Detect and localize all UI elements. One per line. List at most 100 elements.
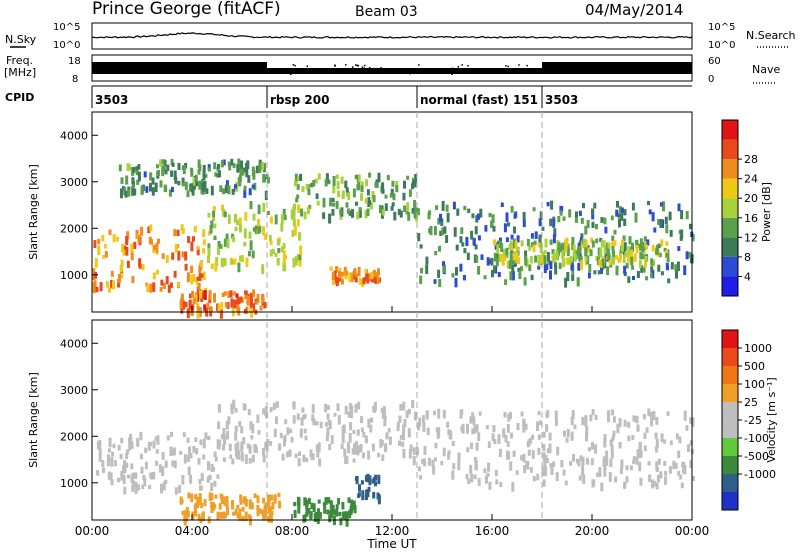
power-cells-cell xyxy=(559,210,563,216)
power-cells-cell xyxy=(500,253,504,259)
power-cells-cell xyxy=(622,235,626,242)
power-cells-cell xyxy=(325,173,329,183)
vel-cells-cell xyxy=(398,440,401,446)
vel-cells-cell xyxy=(213,504,217,509)
colorbar-tick-label: -500 xyxy=(744,450,769,463)
vel-cells-cell xyxy=(578,475,582,481)
power-cells-cell xyxy=(212,210,215,217)
power-cells-cell xyxy=(261,264,265,275)
vel-cells-cell xyxy=(367,450,371,460)
power-cells-cell xyxy=(471,213,475,219)
vel-cells-cell xyxy=(223,435,227,445)
power-cells-cell xyxy=(512,238,516,249)
power-cells-cell xyxy=(475,255,479,263)
vel-cells-cell xyxy=(194,494,198,500)
power-cells-cell xyxy=(670,262,674,270)
power-cells-cell xyxy=(445,204,449,212)
vel-cells-cell xyxy=(269,441,273,446)
vel-cells-cell xyxy=(447,453,450,460)
power-cells-cell xyxy=(538,235,542,243)
power-cells-cell xyxy=(147,226,151,234)
power-cells-cell xyxy=(123,245,127,251)
power-cells-cell xyxy=(402,193,406,201)
power-cells-cell xyxy=(322,197,326,208)
power-cells-cell xyxy=(227,214,231,224)
power-cells-cell xyxy=(225,233,229,242)
power-cells-cell xyxy=(665,241,669,246)
vel-cells-cell xyxy=(235,454,239,459)
colorbar-swatch-5 xyxy=(722,402,738,420)
power-cells-cell xyxy=(196,308,200,319)
vel-cells-cell xyxy=(269,508,273,518)
power-cells-cell xyxy=(268,234,272,242)
vel-cells-cell xyxy=(537,434,541,440)
vel-cells-cell xyxy=(174,487,178,495)
colorbar-tick-label: 8 xyxy=(744,251,751,264)
power-cells-cell xyxy=(505,212,509,222)
vel-cells-cell xyxy=(655,482,659,490)
power-cells-cell xyxy=(219,185,223,193)
power-cells-cell xyxy=(658,252,662,258)
power-cells-cell xyxy=(227,161,231,167)
vel-cells-cell xyxy=(585,425,589,436)
vel-cells-cell xyxy=(647,408,651,417)
power-cells-cell xyxy=(446,212,450,223)
vel-cells-cell xyxy=(335,504,339,509)
x-tick-label: 00:00 xyxy=(75,524,110,538)
colorbar-swatch-1 xyxy=(722,256,738,277)
power-cells-cell xyxy=(603,261,607,269)
vel-cells-cell xyxy=(274,416,278,425)
vel-cells-cell xyxy=(347,411,351,418)
vel-cells-cell xyxy=(442,409,446,419)
vel-cells-cell xyxy=(616,423,620,434)
vel-cells-cell xyxy=(333,412,337,417)
vel-cells-cell xyxy=(545,424,549,432)
power-cells-cell xyxy=(192,273,196,282)
power-cells-cell xyxy=(646,239,650,246)
vel-cells-cell xyxy=(197,513,201,521)
power-cells-cell xyxy=(216,166,220,172)
power-cells-cell xyxy=(186,190,190,198)
y-tick-label: 1000 xyxy=(60,477,88,490)
power-cells-cell xyxy=(537,257,541,264)
power-cells-cell xyxy=(420,267,424,274)
power-cells-cell xyxy=(630,256,634,266)
power-cells-cell xyxy=(466,252,470,261)
power-cells-cell xyxy=(110,270,114,277)
vel-cells-cell xyxy=(161,466,165,477)
power-cells-cell xyxy=(328,213,332,224)
vel-cells-cell xyxy=(267,507,271,514)
power-cells-cell xyxy=(292,257,296,268)
power-cells-cell xyxy=(200,273,204,278)
vel-cells-cell xyxy=(237,450,241,460)
power-cells-cell xyxy=(179,300,183,309)
power-cells-cell xyxy=(582,202,585,209)
power-cells-cell xyxy=(522,219,526,228)
power-cells-cell xyxy=(132,181,135,189)
power-cells-cell xyxy=(474,244,478,250)
noise-left-label: N.Sky xyxy=(5,33,37,46)
vel-cells-cell xyxy=(319,421,323,429)
power-cells-cell xyxy=(676,261,680,272)
vel-cells-cell xyxy=(139,431,143,441)
vel-cells-cell xyxy=(492,425,496,433)
power-cells-cell xyxy=(122,250,126,256)
vel-cells-cell xyxy=(353,447,357,455)
power-cells-cell xyxy=(194,293,198,298)
vel-cells-cell xyxy=(403,418,407,428)
power-cells-cell xyxy=(392,193,396,201)
vel-cells-cell xyxy=(452,463,456,470)
power-cells-cell xyxy=(215,257,219,267)
power-cells-cell xyxy=(529,256,533,264)
vel-cells-cell xyxy=(419,475,423,480)
power-cells-cell xyxy=(393,211,397,221)
vel-cells-cell xyxy=(263,504,267,511)
nave-dot xyxy=(363,64,366,67)
vel-cells-cell xyxy=(594,414,598,420)
vel-cells-cell xyxy=(190,493,194,503)
vel-cells-cell xyxy=(491,433,495,441)
vel-cells-cell xyxy=(546,448,550,454)
power-cells-cell xyxy=(177,162,181,171)
power-cells-cell xyxy=(632,276,635,281)
power-cells-cell xyxy=(237,262,241,273)
